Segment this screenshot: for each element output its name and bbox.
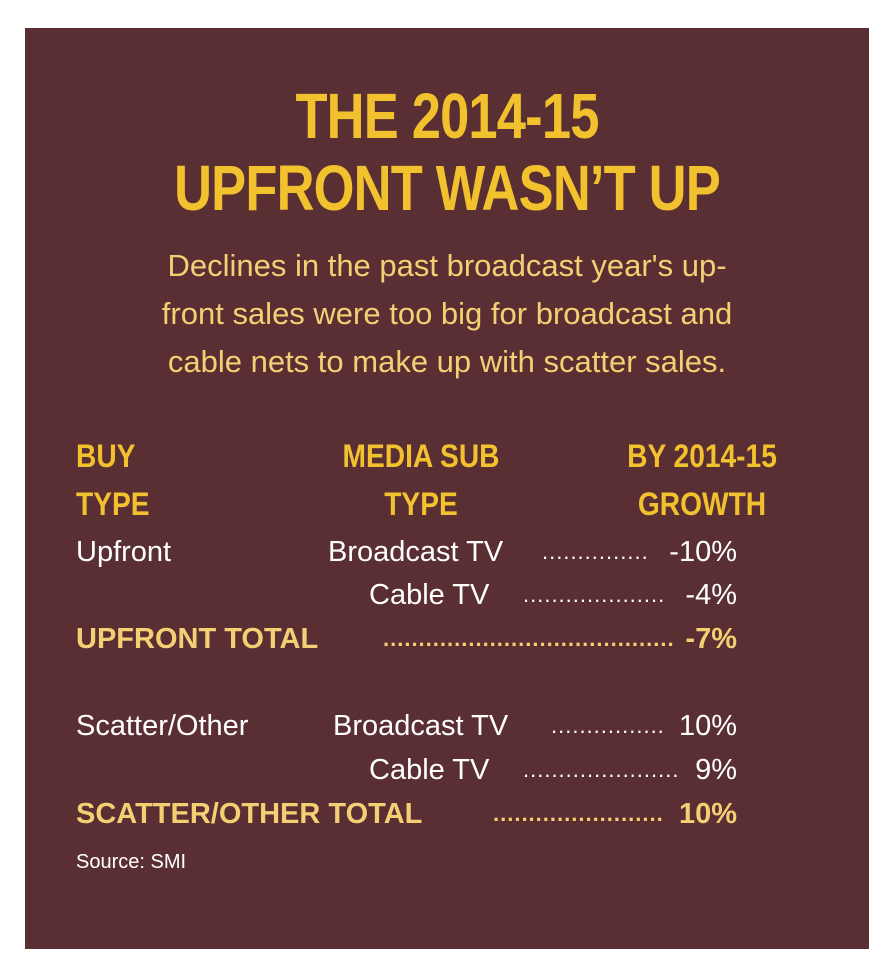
- media-sub-type-cell: Broadcast TV: [328, 536, 504, 568]
- growth-cell: 10%: [678, 710, 737, 742]
- growth-cell: -4%: [685, 579, 737, 611]
- header-buy-type-line-2: TYPE: [76, 486, 150, 522]
- growth-total-cell: 10%: [678, 798, 737, 830]
- buy-type-cell: Upfront: [76, 536, 172, 568]
- header-buy-type-line-1: BUY: [76, 438, 136, 474]
- media-sub-type-cell: Broadcast TV: [333, 710, 509, 742]
- header-media-sub-type-line-1: MEDIA SUB: [342, 438, 500, 474]
- header-media-sub-type-line-2: TYPE: [384, 486, 458, 522]
- leader-dots: ........................................…: [383, 626, 673, 651]
- media-sub-type-cell: Cable TV: [369, 579, 490, 611]
- subtitle-line-3: cable nets to make up with scatter sales…: [167, 344, 727, 379]
- source-note: Source: SMI: [76, 851, 187, 873]
- leader-dots: ........................................: [523, 582, 663, 607]
- title-line-2: UPFRONT WASN’T UP: [174, 152, 721, 224]
- leader-dots: ..............................: [551, 713, 663, 738]
- leader-dots: ........................................…: [493, 801, 663, 826]
- infographic-panel: THE 2014-15 UPFRONT WASN’T UP Declines i…: [25, 28, 869, 949]
- leader-dots: ..............................: [542, 539, 646, 564]
- growth-cell: -10%: [669, 536, 737, 568]
- subtitle-line-1: Declines in the past broadcast year's up…: [167, 248, 727, 283]
- subtitle-line-2: front sales were too big for broadcast a…: [161, 296, 733, 331]
- title-line-1: THE 2014-15: [295, 80, 599, 152]
- header-growth-line-1: BY 2014-15: [627, 438, 777, 474]
- growth-cell: 9%: [695, 754, 737, 786]
- total-label: UPFRONT TOTAL: [76, 623, 319, 655]
- buy-type-cell: Scatter/Other: [76, 710, 249, 742]
- growth-total-cell: -7%: [685, 623, 737, 655]
- total-label: SCATTER/OTHER TOTAL: [76, 798, 423, 830]
- media-sub-type-cell: Cable TV: [369, 754, 490, 786]
- leader-dots: ........................................…: [523, 757, 679, 782]
- header-growth-line-2: GROWTH: [637, 486, 767, 522]
